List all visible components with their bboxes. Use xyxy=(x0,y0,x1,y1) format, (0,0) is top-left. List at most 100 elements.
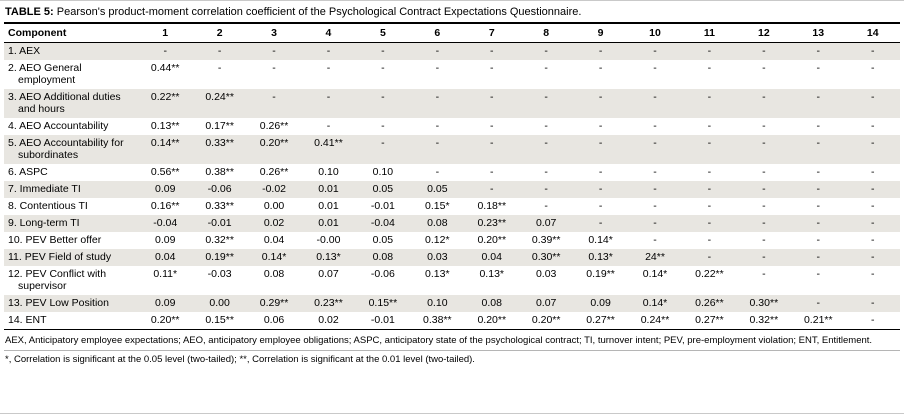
correlation-value: - xyxy=(870,120,875,132)
correlation-value: 0.14** xyxy=(150,137,180,149)
correlation-value: - xyxy=(489,62,494,74)
component-label: 10. PEV Better offer xyxy=(8,234,102,246)
correlation-value: 0.56** xyxy=(150,166,180,178)
correlation-value: - xyxy=(598,183,603,195)
correlation-value: - xyxy=(326,91,331,103)
table-row: 3. AEO Additional duties and hours 0.22**… xyxy=(4,89,900,118)
table-caption: TABLE 5: Pearson's product-moment correl… xyxy=(4,3,900,22)
correlation-value: - xyxy=(707,45,712,57)
correlation-value: 0.38** xyxy=(205,166,234,178)
correlation-value: 0.26** xyxy=(259,166,289,178)
correlation-value: -0.06 xyxy=(370,268,395,280)
correlation-table-body: 1. AEX - - - - - - - - - - - - - - 2. AEO General emplo… xyxy=(4,42,900,330)
correlation-value: -0.01 xyxy=(207,217,232,229)
correlation-value: - xyxy=(653,120,657,132)
correlation-value: -0.00 xyxy=(316,234,341,246)
table-header-row: Component 1 2 3 4 5 6 7 8 9 10 11 12 13 14 xyxy=(4,23,900,43)
correlation-value: - xyxy=(816,217,821,229)
correlation-value: - xyxy=(762,166,766,178)
column-header: 13 xyxy=(791,23,846,43)
correlation-value: - xyxy=(598,217,603,229)
correlation-value: - xyxy=(762,45,766,57)
correlation-value: 0.17** xyxy=(205,120,234,132)
column-header: 12 xyxy=(736,23,792,43)
correlation-value: 0.01 xyxy=(318,200,339,212)
table-row: 9. Long-term TI -0.04 -0.01 0.02 0.01 -0.04 0.… xyxy=(4,215,900,232)
component-label: 14. ENT xyxy=(8,314,47,326)
correlation-value: 0.13* xyxy=(588,251,613,263)
correlation-value: 0.16** xyxy=(150,200,180,212)
component-label: 8. Contentious TI xyxy=(8,200,88,212)
correlation-value: - xyxy=(870,314,875,326)
component-label: 9. Long-term TI xyxy=(8,217,80,229)
table-row: 5. AEO Accountability for subordinates 0.… xyxy=(4,135,900,164)
component-label: 11. PEV Field of study xyxy=(8,251,112,263)
table-title: Pearson's product-moment correlation coe… xyxy=(56,6,582,18)
correlation-value: - xyxy=(762,137,766,149)
correlation-value: - xyxy=(489,45,494,57)
component-label: 13. PEV Low Position xyxy=(8,297,109,309)
table-number: TABLE 5: xyxy=(5,6,54,18)
correlation-value: - xyxy=(816,251,821,263)
table-row: 8. Contentious TI 0.16** 0.33** 0.00 0.01 -0.… xyxy=(4,198,900,215)
correlation-value: 0.04 xyxy=(481,251,502,263)
correlation-value: - xyxy=(870,234,875,246)
correlation-value: - xyxy=(653,62,657,74)
component-label: 1. AEX xyxy=(8,45,41,57)
column-header: 4 xyxy=(301,23,356,43)
correlation-value: - xyxy=(381,91,385,103)
correlation-value: 0.03 xyxy=(535,268,557,280)
correlation-value: - xyxy=(435,120,440,132)
correlation-value: 0.04 xyxy=(263,234,285,246)
correlation-value: 0.13* xyxy=(425,268,450,280)
correlation-value: - xyxy=(653,183,657,195)
correlation-value: - xyxy=(598,166,603,178)
correlation-value: -0.03 xyxy=(207,268,232,280)
correlation-value: 0.14* xyxy=(588,234,613,246)
correlation-value: - xyxy=(598,120,603,132)
correlation-value: 0.02 xyxy=(318,314,339,326)
correlation-value: 0.09 xyxy=(154,183,176,195)
correlation-value: 0.15* xyxy=(425,200,450,212)
correlation-value: - xyxy=(217,62,222,74)
table-row: 7. Immediate TI 0.09 -0.06 -0.02 0.01 0.05 0.0… xyxy=(4,181,900,198)
correlation-value: - xyxy=(381,120,385,132)
correlation-value: 0.23** xyxy=(477,217,507,229)
correlation-value: - xyxy=(762,234,766,246)
table-row: 11. PEV Field of study 0.04 0.19** 0.14* 0.1… xyxy=(4,249,900,266)
correlation-value: - xyxy=(762,200,766,212)
correlation-value: - xyxy=(870,137,875,149)
component-label: 2. AEO General employment xyxy=(8,62,82,86)
correlation-value: - xyxy=(489,183,494,195)
correlation-value: 0.10 xyxy=(372,166,394,178)
correlation-value: - xyxy=(707,166,712,178)
correlation-value: -0.04 xyxy=(370,217,395,229)
correlation-value: 0.14* xyxy=(642,268,668,280)
correlation-value: 0.12* xyxy=(425,234,450,246)
correlation-value: 0.20** xyxy=(531,314,561,326)
correlation-value: - xyxy=(707,234,712,246)
correlation-value: - xyxy=(707,183,712,195)
component-label: 6. ASPC xyxy=(8,166,48,178)
correlation-value: - xyxy=(598,137,603,149)
table-row: 4. AEO Accountability 0.13** 0.17** 0.26** -… xyxy=(4,118,900,135)
correlation-value: -0.06 xyxy=(207,183,232,195)
correlation-value: - xyxy=(816,62,821,74)
correlation-value: -0.01 xyxy=(370,200,395,212)
correlation-value: - xyxy=(870,166,875,178)
table-row: 13. PEV Low Position 0.09 0.00 0.29** 0.23**… xyxy=(4,295,900,312)
correlation-value: - xyxy=(707,251,712,263)
column-header: 9 xyxy=(573,23,628,43)
correlation-value: - xyxy=(707,137,712,149)
correlation-value: - xyxy=(816,91,821,103)
correlation-value: - xyxy=(707,120,712,132)
correlation-value: - xyxy=(653,91,657,103)
correlation-value: 0.26** xyxy=(259,120,289,132)
correlation-value: - xyxy=(653,200,657,212)
correlation-value: 0.05 xyxy=(427,183,448,195)
correlation-value: 0.15** xyxy=(368,297,398,309)
correlation-value: - xyxy=(870,183,875,195)
correlation-value: 0.09 xyxy=(590,297,611,309)
component-label: 12. PEV Conflict with supervisor xyxy=(8,268,107,292)
footnotes: AEX, Anticipatory employee expectations;… xyxy=(4,330,900,368)
